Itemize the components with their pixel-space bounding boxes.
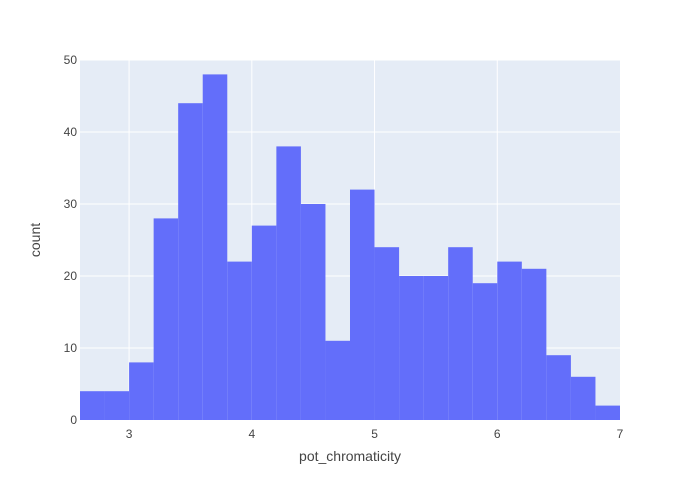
histogram-bar [80, 391, 105, 420]
x-axis-ticks: 3 4 5 6 7 [126, 427, 624, 441]
bars [80, 74, 620, 421]
histogram-bar [178, 103, 203, 420]
histogram-bar [153, 218, 179, 420]
histogram-bar [595, 405, 620, 420]
histogram-bar [129, 362, 154, 420]
y-tick-label: 30 [64, 197, 78, 211]
histogram-bar [546, 355, 571, 420]
x-tick-label: 4 [248, 427, 255, 441]
y-axis-ticks: 0 10 20 30 40 50 [64, 53, 78, 427]
histogram-bar [325, 340, 350, 420]
histogram-bar [472, 283, 498, 420]
histogram-bar [227, 261, 252, 420]
histogram-bar [521, 268, 547, 420]
y-tick-label: 40 [64, 125, 78, 139]
histogram-bar [374, 247, 400, 420]
y-tick-label: 0 [70, 413, 77, 427]
y-tick-label: 50 [64, 53, 78, 67]
y-tick-label: 20 [64, 269, 78, 283]
x-axis-title: pot_chromaticity [299, 448, 401, 464]
y-tick-label: 10 [64, 341, 78, 355]
histogram-bar [104, 391, 130, 420]
histogram-bar [399, 276, 424, 420]
histogram-bar [300, 204, 326, 420]
histogram-bar [202, 74, 228, 421]
x-tick-label: 6 [494, 427, 501, 441]
histogram-bar [251, 225, 277, 420]
histogram-bar [350, 189, 375, 420]
x-tick-label: 5 [371, 427, 378, 441]
histogram-bar [276, 146, 301, 420]
histogram-bar [570, 376, 596, 420]
histogram-bar [423, 276, 449, 420]
histogram-bar [497, 261, 522, 420]
y-axis-title: count [27, 223, 43, 257]
x-tick-label: 3 [126, 427, 133, 441]
x-tick-label: 7 [617, 427, 624, 441]
histogram-bar [448, 247, 473, 420]
